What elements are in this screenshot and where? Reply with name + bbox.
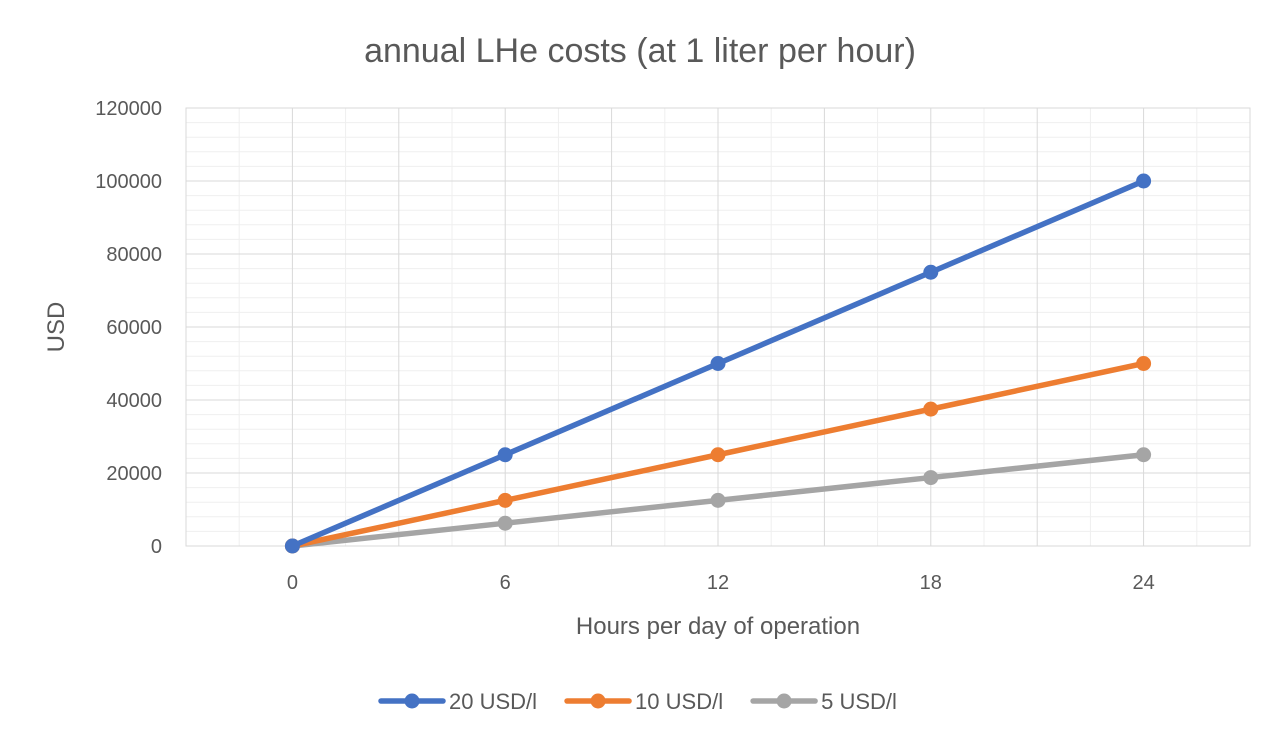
data-point	[710, 447, 726, 463]
series-layer	[284, 173, 1152, 554]
data-point	[1136, 173, 1152, 189]
x-tick-label: 6	[500, 572, 511, 594]
chart-title: annual LHe costs (at 1 liter per hour)	[364, 32, 916, 70]
x-tick-label: 0	[287, 572, 298, 594]
y-tick-label: 40000	[106, 390, 162, 412]
y-tick-label: 100000	[95, 171, 162, 193]
data-point	[497, 492, 513, 508]
data-point	[923, 401, 939, 417]
x-tick-label: 24	[1132, 572, 1154, 594]
y-tick-label: 20000	[106, 463, 162, 485]
legend-swatch-marker	[590, 693, 606, 709]
data-point	[497, 447, 513, 463]
legend-swatch-marker	[404, 693, 420, 709]
series-5-usd-l	[284, 447, 1152, 554]
data-point	[710, 492, 726, 508]
data-point	[284, 538, 300, 554]
y-tick-label: 120000	[95, 98, 162, 120]
legend-label: 20 USD/l	[449, 689, 537, 714]
y-tick-label: 60000	[106, 317, 162, 339]
legend-item: 10 USD/l	[564, 689, 723, 714]
legend-label: 10 USD/l	[635, 689, 723, 714]
legend-item: 5 USD/l	[750, 689, 897, 714]
x-axis-ticks: 0 6 12 18 24	[287, 572, 1155, 594]
x-axis-label: Hours per day of operation	[576, 613, 860, 640]
data-point	[497, 515, 513, 531]
data-point	[923, 264, 939, 280]
x-tick-label: 18	[920, 572, 942, 594]
y-axis-ticks: 0 20000 40000 60000 80000 100000 120000	[95, 98, 162, 558]
y-tick-label: 0	[151, 536, 162, 558]
data-point	[923, 470, 939, 486]
y-axis-label: USD	[43, 302, 70, 353]
data-point	[1136, 356, 1152, 371]
data-point	[710, 356, 726, 371]
series-20-usd-l	[284, 173, 1152, 554]
legend: 20 USD/l 10 USD/l 5 USD/l	[378, 689, 897, 714]
data-point	[1136, 447, 1152, 463]
x-tick-label: 12	[707, 572, 729, 594]
legend-item: 20 USD/l	[378, 689, 537, 714]
legend-swatch-marker	[776, 693, 792, 709]
legend-label: 5 USD/l	[821, 689, 897, 714]
plot-area-border	[185, 107, 1251, 547]
y-tick-label: 80000	[106, 244, 162, 266]
